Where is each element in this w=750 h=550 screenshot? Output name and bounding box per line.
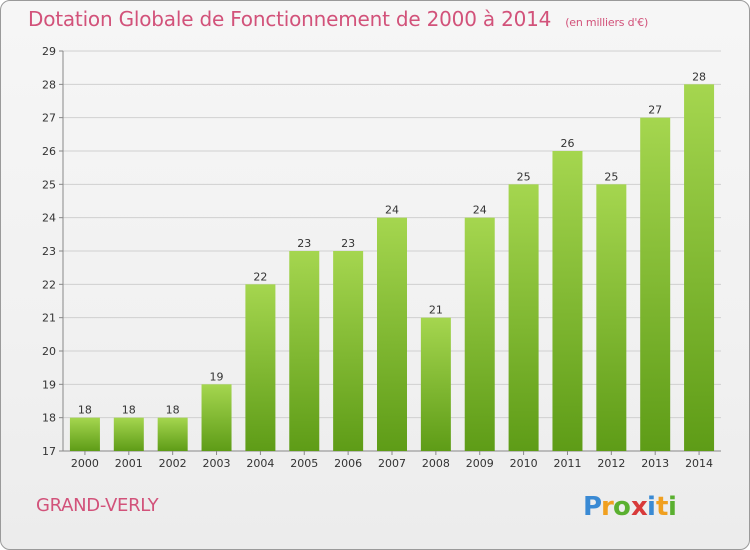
- y-tick-label: 29: [42, 45, 56, 58]
- y-tick-label: 25: [42, 178, 56, 191]
- x-tick-label: 2014: [685, 457, 713, 470]
- y-tick-label: 19: [42, 378, 56, 391]
- x-tick-label: 2010: [510, 457, 538, 470]
- svg-text:t: t: [656, 492, 668, 522]
- x-tick-label: 2011: [553, 457, 581, 470]
- bar: [464, 217, 495, 451]
- data-label: 21: [429, 304, 443, 317]
- unit-note: (en milliers d'€): [565, 16, 649, 29]
- data-labels: 18 18 18 19 22 23 23 24 21 24 25 26 25 27 28: [78, 70, 706, 416]
- bar: [552, 151, 583, 451]
- x-tick-label: 2013: [641, 457, 669, 470]
- data-label: 25: [517, 170, 531, 183]
- svg-text:i: i: [668, 492, 677, 522]
- data-label: 18: [78, 404, 92, 417]
- bar: [289, 251, 320, 451]
- bars: [69, 84, 715, 452]
- svg-text:i: i: [647, 492, 656, 522]
- proxiti-logo: P r o x i t i: [583, 492, 677, 522]
- bar: [201, 384, 232, 451]
- y-tick-label: 27: [42, 112, 56, 125]
- bar: [596, 184, 627, 452]
- bar: [640, 117, 671, 452]
- x-tick-label: 2003: [203, 457, 231, 470]
- y-tick-label: 17: [42, 445, 56, 458]
- data-label: 26: [560, 137, 574, 150]
- svg-text:o: o: [613, 492, 631, 522]
- bar: [377, 217, 407, 451]
- x-tick-label: 2006: [334, 457, 362, 470]
- bar: [684, 84, 715, 451]
- svg-text:x: x: [631, 492, 648, 522]
- axes: 17 18 19 20 21 22 23 24 25 26 27 28 29 2000 2001 2002 20…: [42, 45, 721, 470]
- svg-text:P: P: [583, 492, 602, 522]
- x-tick-label: 2012: [597, 457, 625, 470]
- y-tick-label: 26: [42, 145, 56, 158]
- bar: [333, 251, 364, 451]
- x-tick-label: 2002: [159, 457, 187, 470]
- y-tick-label: 28: [42, 78, 56, 91]
- data-label: 19: [210, 370, 224, 383]
- x-tick-label: 2008: [422, 457, 450, 470]
- data-label: 23: [297, 237, 311, 250]
- data-label: 24: [473, 204, 487, 217]
- bar: [113, 417, 144, 451]
- data-label: 18: [166, 404, 180, 417]
- data-label: 25: [604, 170, 618, 183]
- x-tick-label: 2005: [290, 457, 318, 470]
- y-tick-label: 21: [42, 312, 56, 325]
- data-label: 27: [648, 104, 662, 117]
- title-text: Dotation Globale de Fonctionnement de 20…: [28, 7, 552, 31]
- bar: [245, 284, 276, 451]
- data-label: 28: [692, 70, 706, 83]
- y-tick-label: 22: [42, 278, 56, 291]
- bar: [157, 417, 188, 451]
- y-tick-label: 23: [42, 245, 56, 258]
- y-tick-label: 18: [42, 412, 56, 425]
- x-tick-label: 2007: [378, 457, 406, 470]
- y-tick-label: 24: [42, 212, 56, 225]
- data-label: 22: [253, 270, 267, 283]
- data-label: 24: [385, 204, 399, 217]
- y-tick-label: 20: [42, 345, 56, 358]
- bar: [508, 184, 539, 452]
- bar: [420, 317, 451, 451]
- svg-text:r: r: [601, 492, 614, 522]
- commune-name: GRAND-VERLY: [36, 495, 159, 516]
- x-tick-label: 2009: [466, 457, 494, 470]
- x-tick-label: 2001: [115, 457, 143, 470]
- x-tick-label: 2000: [71, 457, 99, 470]
- bar: [69, 417, 100, 451]
- data-label: 18: [122, 404, 136, 417]
- data-label: 23: [341, 237, 355, 250]
- x-tick-label: 2004: [246, 457, 274, 470]
- chart-title: Dotation Globale de Fonctionnement de 20…: [28, 7, 648, 31]
